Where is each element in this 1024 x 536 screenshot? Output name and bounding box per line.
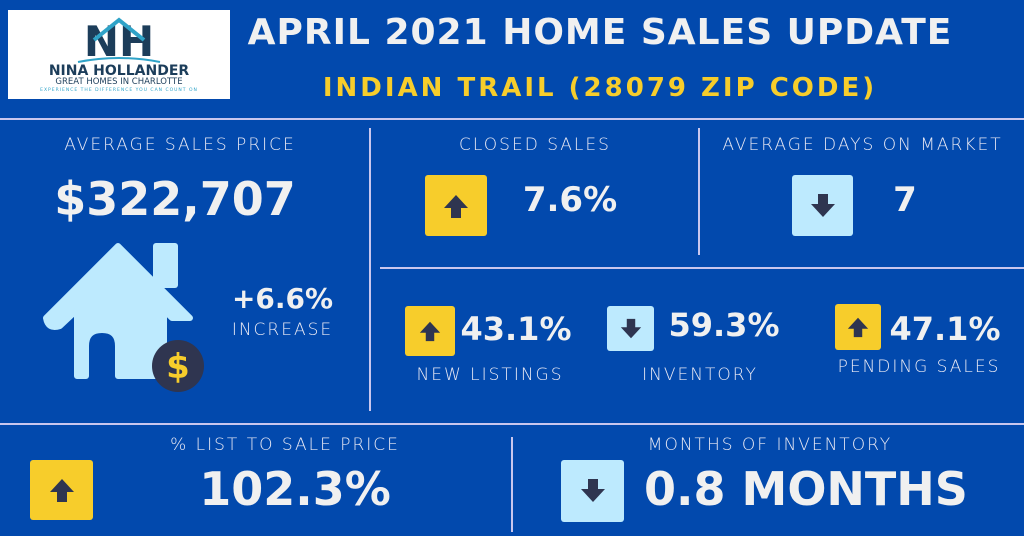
divider [0, 118, 1024, 120]
up-arrow-icon [425, 175, 487, 236]
up-arrow-icon [835, 304, 881, 350]
logo-slogan: EXPERIENCE THE DIFFERENCE YOU CAN COUNT … [40, 88, 198, 93]
days-on-market-value: 7 [893, 180, 917, 220]
avg-price-change-label: INCREASE [231, 320, 334, 340]
up-arrow-icon [30, 460, 93, 520]
logo-tagline: GREAT HOMES IN CHARLOTTE [55, 77, 183, 87]
list-to-sale-label: % LIST TO SALE PRICE [170, 435, 400, 455]
divider [698, 128, 700, 255]
page-title: APRIL 2021 HOME SALES UPDATE [247, 12, 953, 53]
pending-label: PENDING SALES [837, 357, 1001, 377]
down-arrow-icon [561, 460, 624, 522]
down-arrow-icon [607, 306, 654, 351]
house-dollar-icon: $ [43, 243, 204, 392]
months-inventory-label: MONTHS OF INVENTORY [647, 435, 893, 455]
logo: NH NINA HOLLANDER GREAT HOMES IN CHARLOT… [8, 10, 230, 99]
inventory-label: INVENTORY [642, 365, 758, 385]
months-inventory-value: 0.8 MONTHS [644, 462, 968, 516]
svg-text:$: $ [166, 347, 190, 387]
down-arrow-icon [792, 175, 853, 236]
up-arrow-icon [405, 306, 455, 356]
avg-price-value: $322,707 [54, 172, 296, 226]
divider [380, 267, 1024, 269]
divider [511, 437, 513, 532]
closed-sales-label: CLOSED SALES [459, 135, 611, 155]
divider [369, 128, 371, 411]
avg-price-change: +6.6% [231, 282, 334, 315]
avg-price-label: AVERAGE SALES PRICE [64, 135, 296, 155]
divider [0, 423, 1024, 425]
inventory-value: 59.3% [668, 306, 780, 344]
logo-house-icon: NH [77, 17, 161, 66]
logo-name: NINA HOLLANDER [48, 63, 190, 79]
list-to-sale-value: 102.3% [199, 462, 391, 516]
pending-value: 47.1% [889, 310, 1001, 348]
days-on-market-label: AVERAGE DAYS ON MARKET [722, 135, 1003, 155]
page-subtitle: INDIAN TRAIL (28079 ZIP CODE) [322, 73, 878, 103]
closed-sales-value: 7.6% [522, 180, 618, 220]
new-listings-value: 43.1% [460, 310, 572, 348]
new-listings-label: NEW LISTINGS [416, 365, 564, 385]
